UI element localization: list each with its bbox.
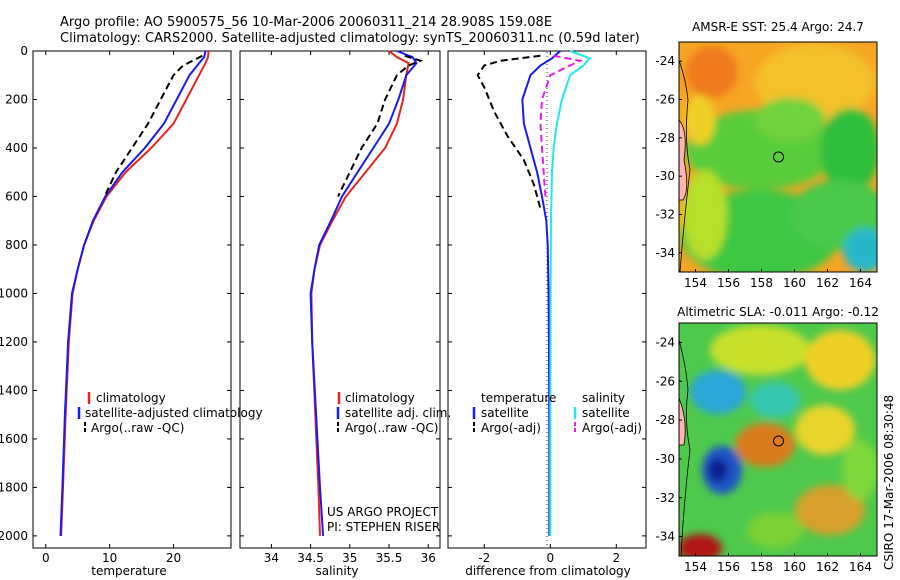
y-tick-label: 1600 <box>0 432 28 446</box>
map-x-tick-label: 160 <box>783 560 806 574</box>
map-x-tick-label: 154 <box>684 276 707 290</box>
map-y-tick-label: -34 <box>655 530 675 544</box>
difference-legend: temperature satellite Argo(-adj) salinit… <box>472 391 642 435</box>
series-line-temperature-satellite <box>521 50 561 536</box>
legend-label-climatology: climatology <box>345 391 415 405</box>
figure-title-line1: Argo profile: AO 5900575_56 10-Mar-2006 … <box>60 15 553 30</box>
legend-label-sal-argo: Argo(-adj) <box>582 421 642 435</box>
x-tick-label: 34 <box>264 551 279 565</box>
map-x-tick-label: 156 <box>717 276 740 290</box>
x-tick-label: 0 <box>42 551 50 565</box>
map-y-tick-label: -28 <box>655 413 675 427</box>
x-tick-label: 34.5 <box>297 551 324 565</box>
map-y-tick-label: -30 <box>655 169 675 183</box>
sla-map-frame <box>678 322 878 557</box>
series-line-temperature-argo-adj- <box>476 54 542 209</box>
salinity-legend: climatology satellite adj. clim. Argo(..… <box>336 391 451 435</box>
x-tick-label: 10 <box>102 551 117 565</box>
map-y-tick-label: -32 <box>655 208 675 222</box>
legend-label-temp-satellite: satellite <box>481 406 529 420</box>
sst-float-marker <box>773 151 784 163</box>
legend-label-temp-argo: Argo(-adj) <box>481 421 541 435</box>
map-y-tick-label: -34 <box>655 246 675 260</box>
map-x-tick-label: 158 <box>750 276 773 290</box>
legend-heading-temperature: temperature <box>481 391 556 405</box>
y-tick-label: 1800 <box>0 480 28 494</box>
pi-label: PI: STEPHEN RISER <box>327 520 440 534</box>
series-line-satellite-adjusted-climatology <box>59 50 207 536</box>
legend-label-satellite-adjusted: satellite-adjusted climatology <box>85 406 263 420</box>
csiro-credit: CSIRO 17-Mar-2006 08:30:48 <box>882 395 896 570</box>
legend-label-satellite: satellite adj. clim. <box>345 406 451 420</box>
x-tick-label: 2 <box>612 551 620 565</box>
map-x-tick-label: 162 <box>816 276 839 290</box>
y-tick-label: 800 <box>5 238 28 252</box>
profile-lines <box>59 50 592 536</box>
legend-label-climatology: climatology <box>96 391 166 405</box>
sla-map-title: Altimetric SLA: -0.011 Argo: -0.12 <box>677 305 879 319</box>
y-tick-label: 0 <box>20 44 28 58</box>
map-y-tick-label: -28 <box>655 131 675 145</box>
map-y-tick-label: -32 <box>655 491 675 505</box>
map-x-tick-label: 162 <box>816 560 839 574</box>
difference-panel-frame <box>447 50 647 549</box>
map-ticks: 154 156 158 160 162 164 -24 -26 -28 -30 -32 -34 154 1… <box>655 54 872 574</box>
map-x-tick-label: 164 <box>849 560 872 574</box>
series-line-argo-raw-qc- <box>337 54 424 197</box>
map-x-tick-label: 154 <box>684 560 707 574</box>
difference-xlabel: difference from climatology <box>465 564 631 578</box>
legend-label-argo: Argo(..raw -QC) <box>91 421 184 435</box>
map-y-tick-label: -24 <box>655 54 675 68</box>
y-tick-label: 1000 <box>0 286 28 300</box>
map-y-tick-label: -26 <box>655 374 675 388</box>
map-x-tick-label: 158 <box>750 560 773 574</box>
legend-label-argo: Argo(..raw -QC) <box>345 421 438 435</box>
map-y-tick-label: -30 <box>655 452 675 466</box>
salinity-xlabel: salinity <box>315 564 358 578</box>
y-tick-label: 1200 <box>0 335 28 349</box>
sst-map-field <box>679 42 877 272</box>
series-line-argo-raw-qc- <box>103 54 203 197</box>
map-y-tick-label: -24 <box>655 335 675 349</box>
series-line-salinity-argo-adj- <box>539 54 584 197</box>
series-line-satellite-adj-clim- <box>309 50 418 536</box>
x-tick-label: 35.5 <box>376 551 403 565</box>
y-tick-label: 600 <box>5 189 28 203</box>
series-line-salinity-satellite <box>549 50 592 536</box>
project-label: US ARGO PROJECT <box>327 505 439 519</box>
temperature-panel-frame <box>32 50 232 549</box>
salinity-panel-frame <box>239 50 441 549</box>
sla-map-field <box>679 323 877 556</box>
map-x-tick-label: 160 <box>783 276 806 290</box>
sla-float-marker <box>773 435 784 447</box>
sst-map-title: AMSR-E SST: 25.4 Argo: 24.7 <box>692 20 864 34</box>
y-tick-label: 200 <box>5 92 28 106</box>
x-tick-label: 35 <box>342 551 357 565</box>
x-tick-label: 20 <box>166 551 181 565</box>
map-x-tick-label: 156 <box>717 560 740 574</box>
legend-label-sal-satellite: satellite <box>582 406 630 420</box>
x-tick-label: 36 <box>421 551 436 565</box>
sst-map-frame <box>678 41 878 273</box>
temperature-legend: climatology satellite-adjusted climatolo… <box>77 391 263 435</box>
map-x-tick-label: 164 <box>849 276 872 290</box>
y-tick-label: 2000 <box>0 529 28 543</box>
y-tick-label: 1400 <box>0 383 28 397</box>
legend-heading-salinity: salinity <box>582 391 625 405</box>
map-y-tick-label: -26 <box>655 93 675 107</box>
x-tick-label: -2 <box>478 551 490 565</box>
x-tick-label: 0 <box>546 551 554 565</box>
y-tick-label: 400 <box>5 141 28 155</box>
temperature-xlabel: temperature <box>91 564 166 578</box>
figure-title-line2: Climatology: CARS2000. Satellite-adjuste… <box>60 31 640 46</box>
series-line-climatology <box>310 50 410 536</box>
series-line-climatology <box>60 50 210 536</box>
